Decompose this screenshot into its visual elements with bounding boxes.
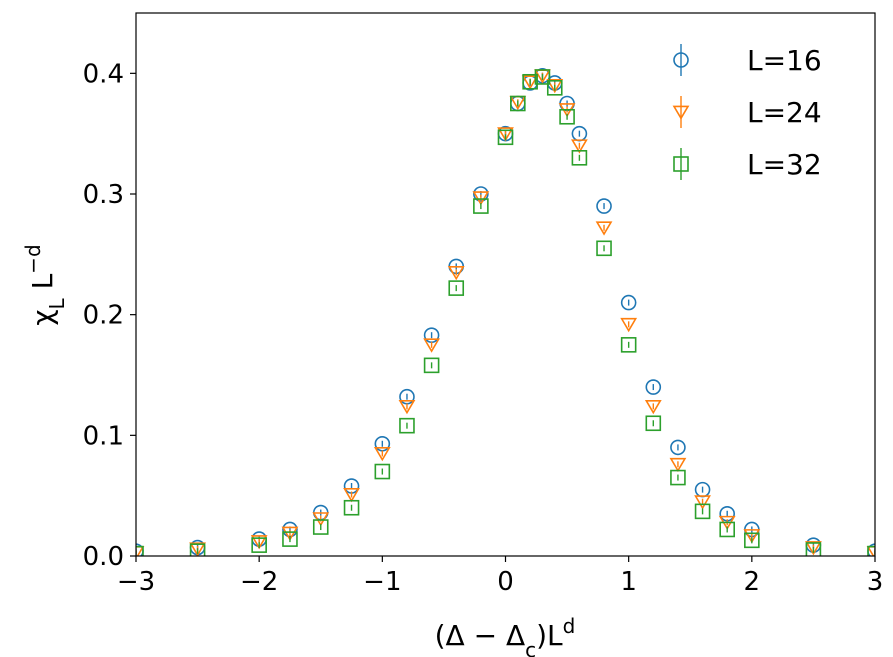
x-axis: −3 −2 −1 0 1 2 3 <box>117 556 883 597</box>
legend-item: L=32 <box>673 148 822 181</box>
data-point <box>694 503 711 520</box>
data-point <box>620 337 637 353</box>
legend-marker <box>673 52 689 68</box>
data-point <box>546 79 564 94</box>
data-point <box>250 535 268 550</box>
data-point <box>423 338 440 353</box>
x-axis-label: (Δ − Δc)Ld <box>435 614 576 657</box>
series-l-32 <box>136 69 875 556</box>
data-point <box>251 537 267 553</box>
data-point <box>312 519 329 535</box>
data-point <box>281 526 299 541</box>
data-point <box>473 186 489 202</box>
data-point <box>136 545 144 556</box>
data-point <box>497 127 514 142</box>
data-point <box>571 150 588 166</box>
x-tick-label: −2 <box>240 567 278 597</box>
data-point <box>136 545 145 556</box>
data-point <box>373 447 391 462</box>
data-point <box>645 379 662 395</box>
data-point <box>521 75 539 90</box>
data-point <box>312 512 330 527</box>
legend-item: L=24 <box>672 96 822 129</box>
y-tick-label: 0.1 <box>83 421 124 451</box>
y-axis: 0.0 0.1 0.2 0.3 0.4 <box>83 59 136 572</box>
legend-marker <box>673 156 689 172</box>
x-tick-label: −1 <box>363 567 401 597</box>
data-point <box>670 439 686 456</box>
data-point <box>596 198 612 214</box>
y-axis-label: χL L−d <box>21 244 69 325</box>
series-l-24 <box>136 69 875 556</box>
data-point <box>399 417 415 434</box>
data-point <box>596 240 612 257</box>
data-point <box>343 488 360 503</box>
data-point <box>189 543 206 556</box>
x-tick-label: 0 <box>497 567 514 597</box>
data-point <box>571 139 588 154</box>
x-tick-label: −3 <box>117 567 155 597</box>
data-point <box>189 542 206 556</box>
legend-item: L=16 <box>673 44 822 77</box>
data-point <box>559 108 575 125</box>
data-point <box>867 545 875 556</box>
data-point <box>497 129 514 146</box>
data-point <box>644 399 662 415</box>
data-point <box>473 198 489 214</box>
legend-label: L=16 <box>747 44 822 77</box>
y-tick-label: 0.2 <box>83 301 124 331</box>
data-point <box>670 469 686 486</box>
data-point <box>620 317 638 333</box>
data-point <box>546 80 563 96</box>
data-point <box>719 521 736 538</box>
data-point <box>282 531 298 547</box>
data-point <box>805 541 822 556</box>
legend-label: L=32 <box>747 148 822 181</box>
data-point <box>510 95 526 112</box>
data-point <box>472 191 490 206</box>
data-point <box>522 73 538 90</box>
data-point <box>620 294 637 311</box>
x-tick-label: 1 <box>620 567 637 597</box>
x-tick-label: 2 <box>744 567 761 597</box>
data-point <box>374 463 391 480</box>
data-point <box>534 69 551 85</box>
legend: L=16 L=24 L=32 <box>672 44 822 181</box>
data-point <box>645 415 662 432</box>
y-tick-label: 0.0 <box>83 542 124 572</box>
series-layer <box>136 67 875 556</box>
series-l-16 <box>136 67 875 556</box>
x-tick-label: 3 <box>867 567 884 597</box>
legend-marker <box>672 105 690 120</box>
data-point <box>805 542 822 556</box>
plot-frame <box>135 12 876 557</box>
y-tick-label: 0.3 <box>83 180 124 210</box>
data-point <box>669 457 687 473</box>
data-point <box>423 357 440 374</box>
data-point <box>398 399 416 415</box>
data-point <box>694 495 711 510</box>
data-point <box>866 545 875 556</box>
data-point <box>744 532 760 549</box>
data-point <box>448 280 465 296</box>
data-point <box>595 221 613 236</box>
data-point <box>447 266 465 281</box>
data-point <box>743 529 761 544</box>
legend-label: L=24 <box>747 96 822 129</box>
y-tick-label: 0.4 <box>83 59 124 89</box>
data-point <box>343 499 360 516</box>
